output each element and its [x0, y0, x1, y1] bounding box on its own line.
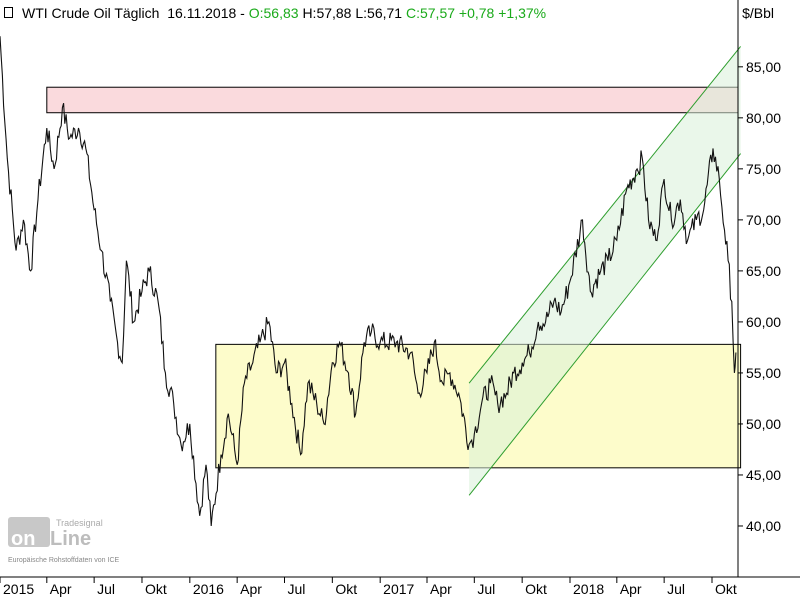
close-value: C:57,57	[405, 5, 456, 21]
y-tick-label: 60,00	[746, 314, 781, 330]
y-tick-label: 65,00	[746, 263, 781, 279]
price-line	[0, 36, 737, 527]
x-tick-label: Jul	[97, 581, 115, 597]
y-tick-label: 80,00	[746, 110, 781, 126]
y-tick-label: 40,00	[746, 518, 781, 534]
quote-date: 16.11.2018	[167, 5, 237, 21]
watermark-brand: Tradesignal	[56, 518, 103, 528]
open-value: O:56,83	[248, 5, 299, 21]
y-tick-label: 70,00	[746, 212, 781, 228]
x-tick-label: 2016	[193, 581, 224, 597]
tradesignal-watermark: on Line Tradesignal Europäische Rohstoff…	[8, 517, 119, 564]
x-tick-label: 2017	[383, 581, 414, 597]
x-tick-label: 2015	[3, 581, 34, 597]
x-tick-label: Jul	[287, 581, 305, 597]
y-tick-label: 75,00	[746, 161, 781, 177]
change-percent: +1,37%	[498, 5, 547, 21]
y-tick-label: 85,00	[746, 59, 781, 75]
watermark-source: Europäische Rohstoffdaten von ICE	[8, 557, 119, 564]
channel-upper-line	[468, 46, 741, 384]
x-tick-label: Jul	[477, 581, 495, 597]
svg-text:on: on	[11, 528, 35, 550]
y-axis-unit: $/Bbl	[742, 5, 774, 21]
x-tick-label: Apr	[240, 581, 262, 597]
x-tick-label: Apr	[430, 581, 452, 597]
low-value: L:56,71	[355, 5, 403, 21]
y-tick-label: 55,00	[746, 365, 781, 381]
instrument-title: WTI Crude Oil Täglich	[22, 5, 160, 21]
y-tick-label: 50,00	[746, 416, 781, 432]
x-tick-label: Apr	[50, 581, 72, 597]
x-tick-label: Okt	[335, 581, 357, 597]
chart-header: WTI Crude Oil Täglich 16.11.2018 - O:56,…	[22, 5, 547, 21]
x-tick-label: Okt	[715, 581, 737, 597]
x-tick-label: Okt	[525, 581, 547, 597]
svg-text:Line: Line	[50, 528, 91, 550]
change-value: +0,78	[458, 5, 495, 21]
high-value: H:57,88	[302, 5, 352, 21]
x-tick-label: 2018	[573, 581, 604, 597]
x-tick-label: Jul	[667, 581, 685, 597]
channel-lower-line	[468, 153, 741, 496]
x-tick-label: Okt	[145, 581, 167, 597]
y-tick-label: 45,00	[746, 467, 781, 483]
chart-icon	[4, 7, 13, 18]
resistance-zone	[46, 86, 739, 114]
x-tick-label: Apr	[620, 581, 642, 597]
